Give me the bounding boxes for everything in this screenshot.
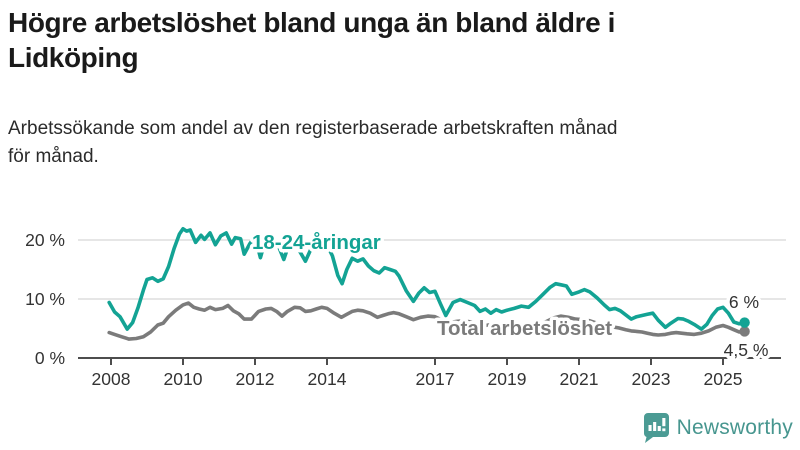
x-axis-label-2023: 2023 [632, 369, 671, 389]
chart-subtitle: Arbetssökande som andel av den registerb… [8, 115, 792, 171]
series-label-youth: 18-24-åringar [252, 231, 381, 254]
end-value-label-total: 4,5 % [724, 340, 769, 360]
series-label-total: Total arbetslöshet [437, 317, 612, 340]
newsworthy-wordmark: Newsworthy [676, 415, 793, 439]
line-chart-canvas: 0 % 10 % 20 % 2008 2010 2012 2014 2017 2019 2021 2… [25, 226, 786, 389]
y-axis-label-0: 0 % [35, 348, 65, 368]
series-end-dot-0 [739, 326, 750, 337]
newsworthy-speech-bubble-bar-chart-icon [643, 413, 669, 443]
line-chart: 0 % 10 % 20 % 2008 2010 2012 2014 2017 2019 2021 2… [0, 200, 800, 405]
page-title-line-1: Högre arbetslöshet bland unga än bland ä… [8, 7, 616, 38]
x-axis-label-2014: 2014 [308, 369, 347, 389]
chart-subtitle-line-1: Arbetssökande som andel av den registerb… [8, 118, 618, 139]
x-axis-label-2010: 2010 [164, 369, 203, 389]
x-axis-label-2025: 2025 [704, 369, 743, 389]
series-line-1 [107, 226, 747, 331]
y-axis-label-10: 10 % [25, 289, 65, 309]
x-axis-label-2019: 2019 [488, 369, 527, 389]
series-line-0 [107, 301, 747, 341]
x-axis-label-2017: 2017 [416, 369, 455, 389]
x-axis-label-2021: 2021 [560, 369, 599, 389]
page-title: Högre arbetslöshet bland unga än bland ä… [8, 5, 792, 75]
end-value-label-youth: 6 % [729, 292, 759, 312]
series-end-dot-1 [739, 317, 750, 328]
y-axis-label-20: 20 % [25, 230, 65, 250]
chart-subtitle-line-2: för månad. [8, 146, 99, 167]
page-title-line-2: Lidköping [8, 42, 139, 73]
newsworthy-logo: Newsworthy [643, 412, 793, 443]
x-axis-label-2012: 2012 [236, 369, 275, 389]
x-axis-label-2008: 2008 [92, 369, 131, 389]
